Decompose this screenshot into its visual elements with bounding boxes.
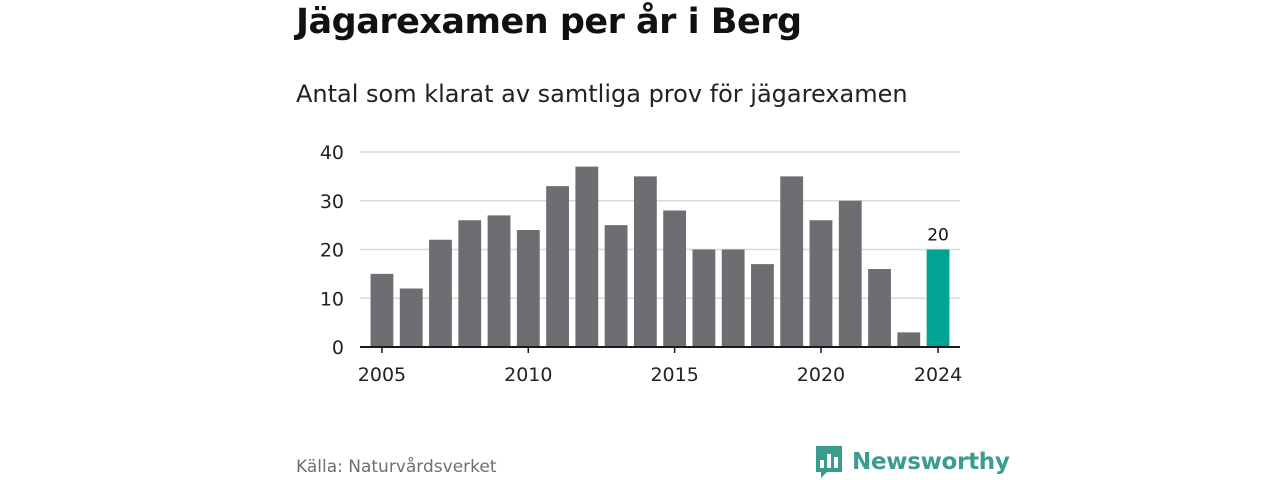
bar: [692, 249, 716, 347]
bar: [458, 220, 482, 347]
x-tick-label: 2005: [358, 364, 406, 386]
brand-logo[interactable]: Newsworthy: [814, 444, 1010, 480]
bar: [663, 210, 687, 347]
bar: [926, 249, 950, 347]
bar: [721, 249, 745, 347]
bar: [897, 332, 921, 347]
bar: [399, 288, 423, 347]
x-tick-label: 2015: [650, 364, 698, 386]
bar: [546, 186, 569, 347]
bar-chart-svg: 0 10 20 30 40 2005 2010 2015 2020 2024 20: [320, 142, 962, 386]
x-tick-label: 2010: [504, 364, 552, 386]
chart-subtitle: Antal som klarat av samtliga prov för jä…: [296, 80, 908, 108]
brand-name: Newsworthy: [852, 449, 1010, 475]
bar: [516, 230, 540, 347]
x-tick-label: 2020: [797, 364, 845, 386]
bar: [780, 176, 804, 347]
bar: [809, 220, 833, 347]
bar: [838, 200, 862, 347]
bar: [370, 273, 394, 347]
newsworthy-logo-icon: [816, 446, 842, 478]
bar: [604, 225, 628, 347]
bar: [429, 239, 452, 347]
x-tick-label: 2024: [914, 364, 962, 386]
bar: [575, 166, 599, 347]
chart-title: Jägarexamen per år i Berg: [296, 2, 802, 42]
y-tick-label: 30: [320, 191, 344, 213]
bar: [633, 176, 657, 347]
data-label: 20: [927, 226, 949, 246]
bar: [751, 264, 774, 347]
bar: [868, 269, 891, 347]
y-tick-label: 0: [332, 337, 344, 359]
source-note: Källa: Naturvårdsverket: [296, 457, 497, 477]
bar-chart: 0 10 20 30 40 2005 2010 2015 2020 2024 20: [296, 130, 986, 400]
bar: [487, 215, 511, 347]
y-tick-label: 10: [320, 288, 344, 310]
y-tick-label: 20: [320, 240, 344, 262]
y-tick-label: 40: [320, 142, 344, 164]
